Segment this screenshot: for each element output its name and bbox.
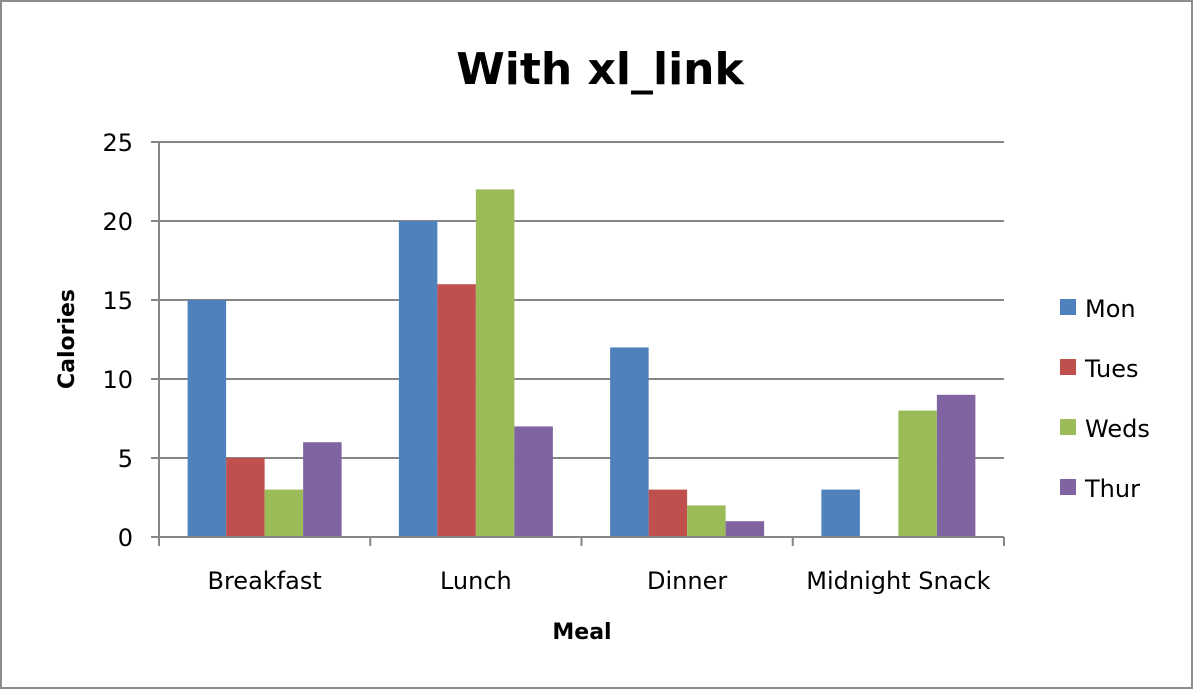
bar-weds-lunch xyxy=(475,189,515,537)
bar-weds-midnight-snack xyxy=(898,410,937,537)
x-tick-label-midnight-snack: Midnight Snack xyxy=(806,567,990,595)
legend-label-thur: Thur xyxy=(1084,475,1140,503)
bar-thur-midnight-snack xyxy=(936,394,976,537)
bar-thur-dinner xyxy=(725,521,765,537)
y-tick-label-0: 0 xyxy=(118,524,133,552)
y-tick-label-20: 20 xyxy=(102,208,133,236)
x-tick-label-breakfast: Breakfast xyxy=(208,567,322,595)
gridlines xyxy=(159,141,1004,459)
y-axis-title: Calories xyxy=(55,289,80,389)
tick-labels: 0 5 10 15 20 25 Breakfast Lunch Dinner Midnight S… xyxy=(102,129,990,595)
bar-mon-midnight-snack xyxy=(821,489,860,537)
legend-swatch-mon xyxy=(1060,299,1076,315)
bars xyxy=(187,189,976,537)
legend-swatch-tues xyxy=(1060,359,1076,375)
legend: Mon Tues Weds Thur xyxy=(1060,295,1150,503)
bar-weds-dinner xyxy=(687,505,726,537)
x-tick-label-lunch: Lunch xyxy=(440,567,512,595)
legend-label-mon: Mon xyxy=(1085,295,1136,323)
bar-tues-lunch xyxy=(437,284,476,537)
y-tick-label-5: 5 xyxy=(118,445,133,473)
bar-tues-breakfast xyxy=(226,458,265,537)
bar-mon-breakfast xyxy=(187,300,227,537)
bar-mon-dinner xyxy=(610,347,649,537)
x-axis-title: Meal xyxy=(552,620,611,645)
legend-swatch-weds xyxy=(1060,419,1076,435)
bar-weds-breakfast xyxy=(264,489,304,537)
legend-swatch-thur xyxy=(1060,479,1076,495)
bar-thur-breakfast xyxy=(303,442,342,537)
axes xyxy=(151,141,1005,546)
y-tick-label-25: 25 xyxy=(102,129,133,157)
chart-title: With xl_link xyxy=(456,44,745,95)
y-tick-label-15: 15 xyxy=(102,287,133,315)
bar-mon-lunch xyxy=(398,221,438,537)
y-tick-label-10: 10 xyxy=(102,366,133,394)
bar-thur-lunch xyxy=(514,426,553,537)
legend-label-tues: Tues xyxy=(1084,355,1139,383)
legend-label-weds: Weds xyxy=(1085,415,1150,443)
bar-tues-dinner xyxy=(648,489,688,537)
x-tick-label-dinner: Dinner xyxy=(647,567,727,595)
